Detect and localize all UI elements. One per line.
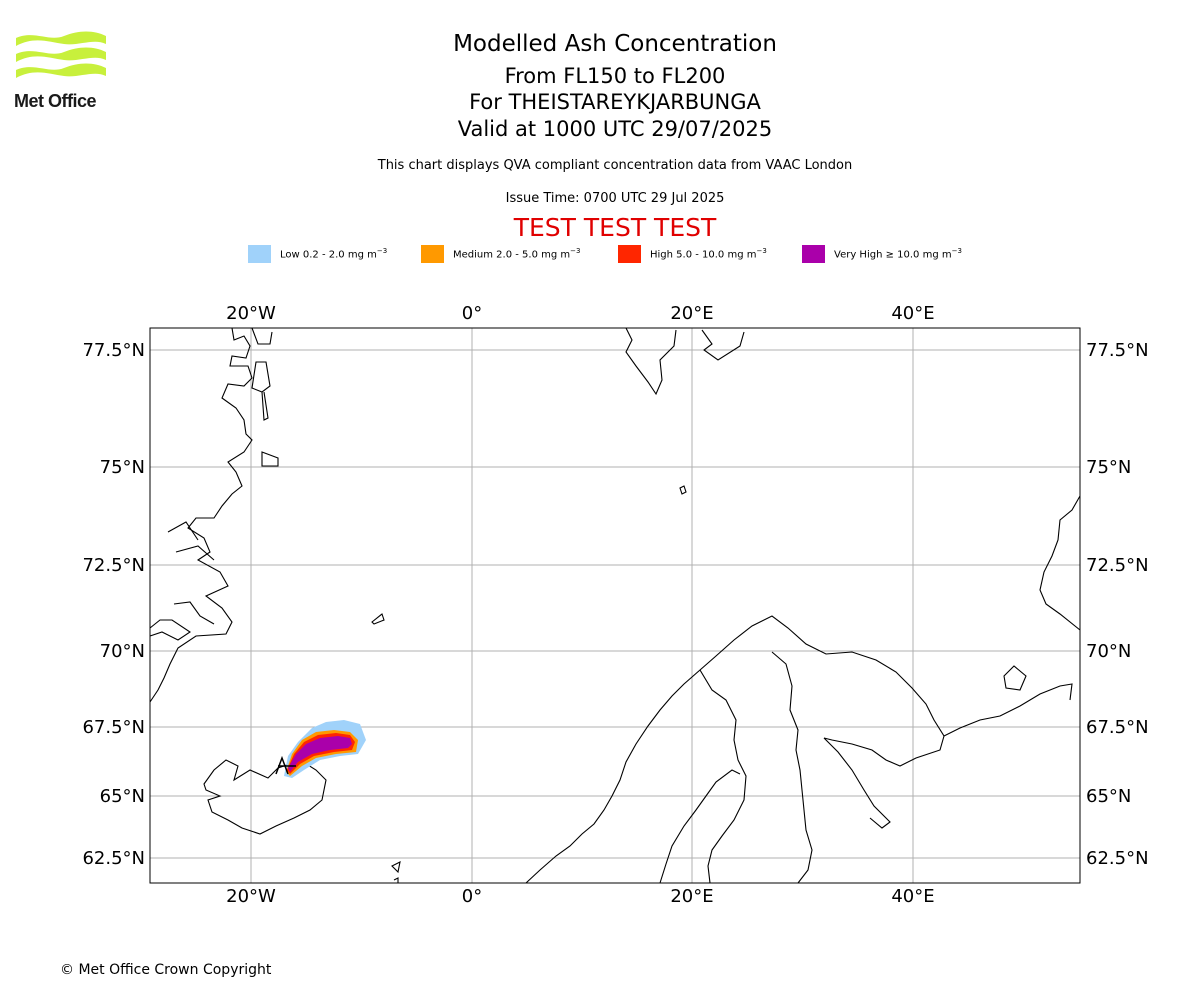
- lon-label: 0°: [462, 303, 482, 324]
- valid-time: Valid at 1000 UTC 29/07/2025: [457, 117, 773, 141]
- lat-label: 70°N: [100, 641, 145, 662]
- legend-exp: −3: [376, 247, 388, 256]
- lon-label: 40°E: [891, 886, 934, 907]
- lat-label: 65°N: [100, 786, 145, 807]
- lon-label: 20°E: [670, 303, 713, 324]
- legend-label-medium: Medium 2.0 - 5.0 mg m: [453, 249, 571, 261]
- chart-title: Modelled Ash Concentration: [453, 31, 777, 57]
- iceland-coast: [203, 759, 327, 835]
- lon-label: 20°W: [226, 303, 276, 324]
- legend-swatch-low: [248, 245, 271, 263]
- lon-label: 20°E: [670, 886, 713, 907]
- lat-label: 70°N: [1086, 641, 1131, 662]
- lat-label: 65°N: [1086, 786, 1131, 807]
- lat-label: 62.5°N: [1086, 848, 1149, 869]
- lat-label: 62.5°N: [82, 848, 145, 869]
- lat-label: 77.5°N: [82, 340, 145, 361]
- coastlines: [149, 327, 1081, 884]
- volcano-marker: [275, 755, 296, 775]
- lon-labels-top: 20°W 0° 20°E 40°E: [226, 303, 934, 324]
- lat-labels-left: 77.5°N 75°N 72.5°N 70°N 67.5°N 65°N 62.5…: [82, 340, 145, 869]
- legend-item-medium: Medium 2.0 - 5.0 mg m−3: [421, 244, 580, 264]
- ash-plume-very-high: [288, 736, 352, 772]
- legend-swatch-high: [618, 245, 641, 263]
- legend-exp: −3: [570, 247, 581, 256]
- lat-label: 75°N: [100, 457, 145, 478]
- legend-exp: −3: [951, 247, 962, 256]
- lat-label: 72.5°N: [82, 555, 145, 576]
- legend-swatch-very-high: [802, 245, 825, 263]
- lat-label: 72.5°N: [1086, 555, 1149, 576]
- svalbard-coast: [625, 327, 677, 396]
- legend-label-very-high: Very High ≥ 10.0 mg m: [834, 249, 952, 261]
- greenland-coast: [149, 327, 253, 703]
- lat-label: 67.5°N: [1086, 717, 1149, 738]
- lon-label: 20°W: [226, 886, 276, 907]
- copyright-footer: © Met Office Crown Copyright: [60, 962, 272, 978]
- logo-text: Met Office: [14, 91, 97, 111]
- legend-item-low: Low 0.2 - 2.0 mg m−3: [248, 244, 387, 264]
- lat-label: 77.5°N: [1086, 340, 1149, 361]
- lat-label: 75°N: [1086, 457, 1131, 478]
- lon-label: 0°: [462, 886, 482, 907]
- legend-label-low: Low 0.2 - 2.0 mg m: [280, 249, 377, 261]
- concentration-legend: Low 0.2 - 2.0 mg m−3 Medium 2.0 - 5.0 mg…: [0, 244, 1200, 264]
- lon-labels-bottom: 20°W 0° 20°E 40°E: [226, 886, 934, 907]
- legend-swatch-medium: [421, 245, 444, 263]
- legend-item-very-high: Very High ≥ 10.0 mg m−3: [802, 244, 962, 264]
- lat-labels-right: 77.5°N 75°N 72.5°N 70°N 67.5°N 65°N 62.5…: [1086, 340, 1149, 869]
- map-frame: [149, 327, 1081, 884]
- lat-label: 67.5°N: [82, 717, 145, 738]
- flight-level-range: From FL150 to FL200: [504, 64, 726, 88]
- met-office-logo: [16, 31, 106, 78]
- scandinavia-coast: [525, 615, 945, 884]
- lon-label: 40°E: [891, 303, 934, 324]
- volcano-name: For THEISTAREYKJARBUNGA: [469, 90, 761, 114]
- qva-note: This chart displays QVA compliant concen…: [377, 158, 853, 173]
- map-gridlines: [150, 328, 1080, 883]
- jan-mayen-coast: [371, 613, 385, 625]
- legend-exp: −3: [756, 247, 767, 256]
- ash-plume: [284, 720, 366, 778]
- legend-label-high: High 5.0 - 10.0 mg m: [650, 249, 757, 261]
- legend-item-high: High 5.0 - 10.0 mg m−3: [618, 244, 767, 264]
- test-banner: TEST TEST TEST: [513, 213, 717, 242]
- issue-time: Issue Time: 0700 UTC 29 Jul 2025: [505, 191, 725, 206]
